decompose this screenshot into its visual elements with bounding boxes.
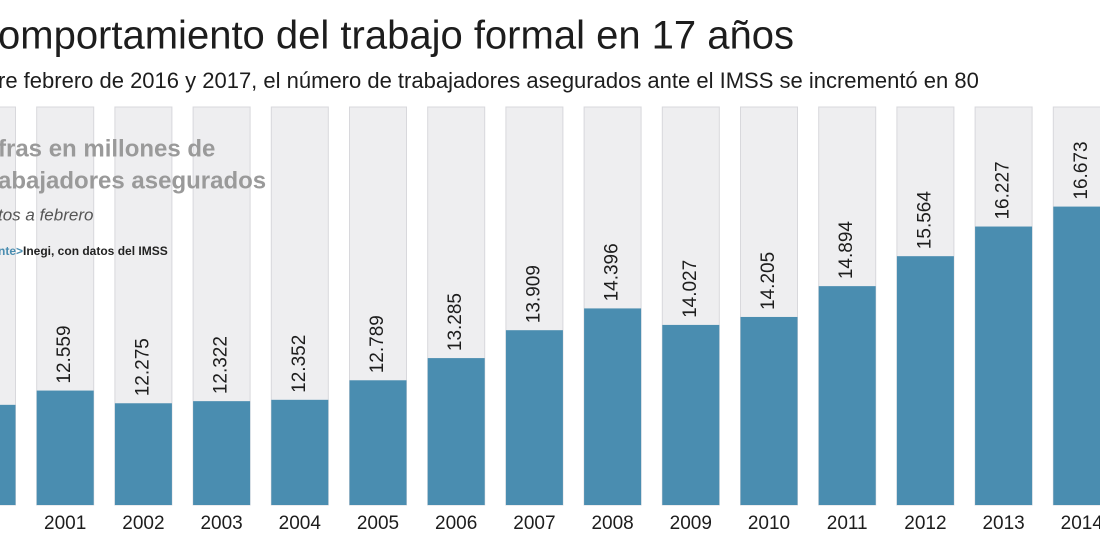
bar (818, 286, 876, 505)
value-label: 14.396 (602, 243, 623, 301)
x-tick-label: 2007 (513, 513, 555, 534)
bar (36, 390, 94, 505)
value-label: 16.227 (993, 161, 1014, 219)
bar (662, 324, 720, 505)
value-label: 16.673 (1071, 141, 1092, 199)
value-label: 14.027 (680, 260, 701, 318)
bar (975, 226, 1033, 505)
bar (349, 380, 407, 505)
value-label: 13.909 (523, 265, 544, 323)
bar (896, 256, 954, 505)
x-tick-label: 2014 (1061, 513, 1100, 534)
value-label: 14.205 (758, 252, 779, 310)
x-tick-label: 2009 (670, 513, 712, 534)
source-prefix: nte> (0, 244, 23, 258)
value-label: 13.285 (445, 293, 466, 351)
bar (271, 399, 329, 505)
value-label: 12.789 (367, 315, 388, 373)
bar (114, 403, 172, 505)
annotation: fras en millones de (0, 135, 215, 162)
x-tick-label: 2013 (982, 513, 1024, 534)
value-label: 12.275 (132, 338, 153, 396)
annotation: tos a febrero (0, 205, 93, 224)
annotation: abajadores asegurados (0, 167, 266, 194)
bar (505, 330, 563, 505)
x-tick-label: 2006 (435, 513, 477, 534)
bar (1053, 206, 1100, 506)
value-label: 12.559 (54, 325, 75, 383)
bar (193, 401, 251, 505)
x-tick-label: 2001 (44, 513, 86, 534)
bar (584, 308, 642, 505)
x-tick-label: 2012 (904, 513, 946, 534)
x-tick-label: 2005 (357, 513, 399, 534)
bar (0, 404, 16, 505)
chart-subtitle: re febrero de 2016 y 2017, el número de … (0, 68, 979, 93)
value-label: 14.894 (836, 221, 857, 280)
x-tick-label: 2004 (279, 513, 322, 534)
x-tick-label: 2003 (200, 513, 242, 534)
chart-title: omportamiento del trabajo formal en 17 a… (0, 14, 794, 58)
x-tick-label: 2002 (122, 513, 164, 534)
x-tick-label: 2008 (591, 513, 633, 534)
x-tick-label: 2010 (748, 513, 790, 534)
value-label: 12.322 (211, 336, 232, 394)
source-text: Inegi, con datos del IMSS (23, 244, 168, 258)
bar (427, 358, 485, 505)
value-label: 15.564 (914, 191, 935, 250)
bar (740, 316, 798, 505)
source: nte>Inegi, con datos del IMSS (0, 244, 168, 258)
value-label: 12.352 (289, 335, 310, 393)
x-tick-label: 2011 (827, 513, 868, 534)
